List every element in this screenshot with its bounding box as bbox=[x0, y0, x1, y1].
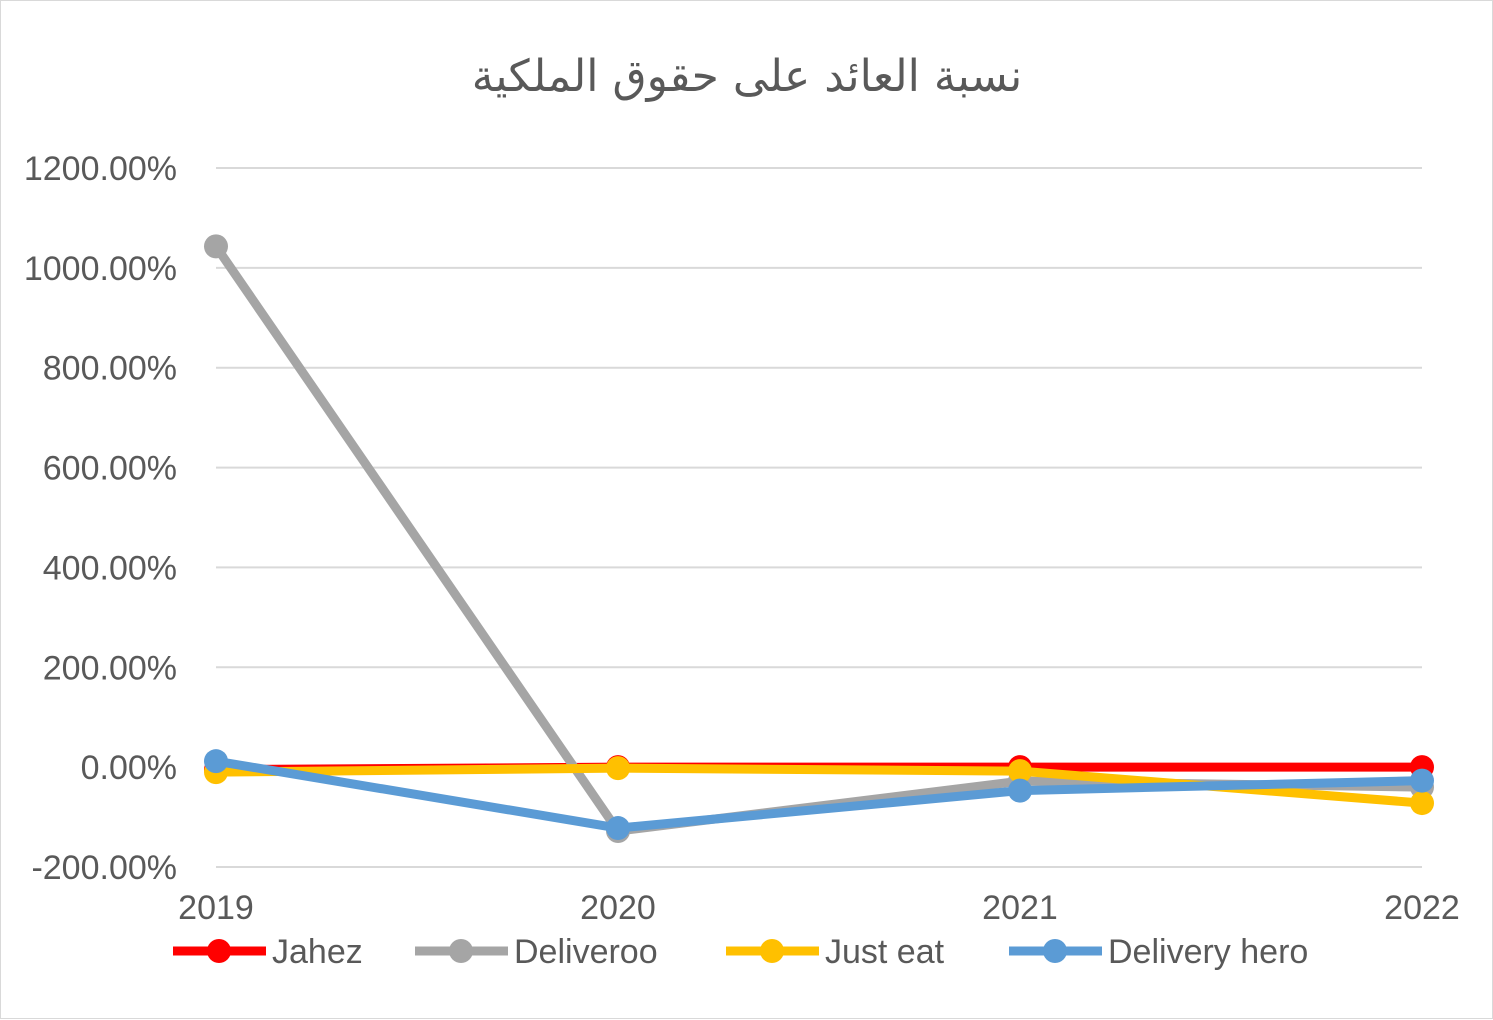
series-lines bbox=[204, 234, 1434, 844]
data-point bbox=[1008, 759, 1032, 784]
series-deliveroo bbox=[204, 234, 1434, 844]
legend-item: Jahez bbox=[173, 933, 363, 971]
legend-label: Delivery hero bbox=[1108, 933, 1308, 971]
x-tick-label: 2019 bbox=[178, 889, 254, 927]
data-point bbox=[1410, 791, 1434, 816]
data-point bbox=[204, 234, 228, 259]
legend-item: Just eat bbox=[726, 933, 945, 971]
legend: Jahez Deliveroo Just eat Delivery hero bbox=[173, 933, 1308, 971]
legend-swatch-marker bbox=[760, 939, 784, 963]
data-point bbox=[1008, 778, 1032, 803]
x-tick-label: 2021 bbox=[982, 889, 1058, 927]
x-axis-tick-labels: 2019 2020 2021 2022 bbox=[178, 889, 1460, 927]
y-tick-label: 200.00% bbox=[43, 649, 177, 687]
chart-title: نسبة العائد على حقوق الملكية bbox=[472, 51, 1023, 102]
data-point bbox=[606, 756, 630, 781]
y-tick-label: 1000.00% bbox=[24, 250, 177, 288]
x-tick-label: 2020 bbox=[580, 889, 656, 927]
y-tick-label: 600.00% bbox=[43, 450, 177, 488]
y-tick-label: 1200.00% bbox=[24, 150, 177, 188]
y-axis-tick-labels: -200.00% 0.00% 200.00% 400.00% 600.00% 800.00… bbox=[24, 150, 177, 887]
data-point bbox=[606, 816, 630, 841]
data-point bbox=[204, 749, 228, 774]
legend-label: Jahez bbox=[272, 933, 363, 971]
legend-item: Delivery hero bbox=[1009, 933, 1308, 971]
legend-label: Deliveroo bbox=[514, 933, 658, 971]
data-point bbox=[1410, 768, 1434, 793]
y-tick-label: 0.00% bbox=[81, 749, 177, 787]
series-line bbox=[211, 241, 1427, 836]
legend-swatch-marker bbox=[449, 939, 473, 963]
x-tick-label: 2022 bbox=[1384, 889, 1460, 927]
gridlines bbox=[216, 167, 1422, 868]
series-delivery-hero bbox=[204, 749, 1434, 841]
y-tick-label: -200.00% bbox=[31, 849, 177, 887]
legend-item: Deliveroo bbox=[415, 933, 658, 971]
y-tick-label: 800.00% bbox=[43, 350, 177, 388]
series-line bbox=[211, 756, 1427, 833]
legend-swatch-marker bbox=[1043, 939, 1067, 963]
legend-swatch-marker bbox=[207, 939, 231, 963]
y-tick-label: 400.00% bbox=[43, 549, 177, 587]
legend-label: Just eat bbox=[825, 933, 945, 971]
